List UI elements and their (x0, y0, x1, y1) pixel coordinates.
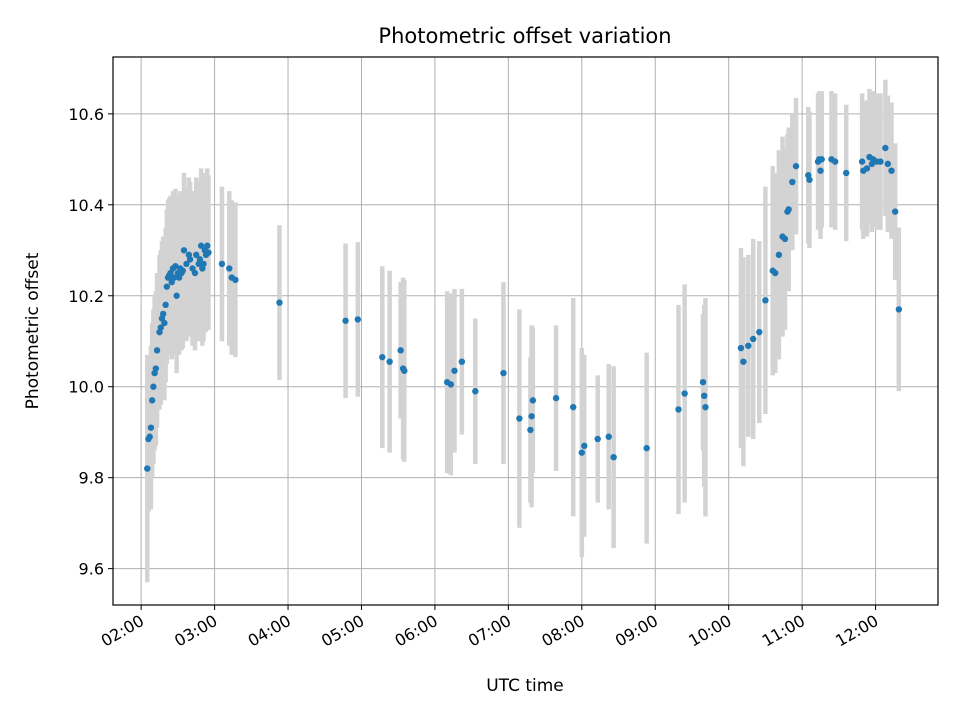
data-point (354, 316, 362, 323)
data-point (781, 235, 789, 243)
data-point (159, 310, 167, 318)
data-point (895, 306, 903, 313)
data-point (581, 442, 588, 450)
data-point (527, 426, 534, 434)
data-point (153, 347, 161, 354)
data-point (458, 358, 466, 365)
data-point (172, 262, 179, 270)
data-point (516, 415, 523, 422)
data-point (737, 344, 745, 352)
data-point (447, 381, 455, 388)
data-point (183, 260, 190, 268)
data-point (863, 165, 871, 172)
data-point (675, 406, 682, 413)
data-point (157, 324, 164, 331)
data-point (226, 265, 233, 272)
data-point (144, 465, 151, 472)
data-point (806, 176, 813, 183)
y-tick-label: 10.0 (68, 378, 104, 397)
data-point (891, 208, 899, 215)
data-point (171, 274, 178, 281)
data-point (570, 403, 577, 411)
data-point (193, 251, 200, 259)
data-point (146, 433, 153, 440)
data-point (472, 388, 479, 395)
data-point (792, 162, 800, 170)
data-point (643, 444, 650, 452)
data-point (745, 342, 752, 349)
data-point (342, 317, 349, 324)
data-point (500, 369, 507, 377)
data-point (858, 158, 866, 165)
data-point (701, 392, 708, 400)
y-tick-label: 9.8 (79, 469, 104, 488)
data-point (775, 251, 783, 259)
data-point (772, 269, 779, 277)
data-point (386, 358, 393, 365)
data-point (884, 160, 892, 168)
data-point (186, 256, 194, 263)
data-point (147, 424, 155, 431)
data-point (842, 169, 850, 177)
data-point (401, 367, 408, 374)
data-point (200, 260, 207, 268)
data-point (528, 413, 535, 420)
data-point (191, 269, 199, 277)
y-tick-label: 10.6 (68, 105, 104, 124)
data-point (817, 167, 824, 174)
data-point (681, 390, 688, 397)
data-point (150, 383, 157, 390)
data-point (594, 435, 601, 443)
data-point (397, 347, 404, 354)
data-point (749, 335, 757, 343)
data-point (605, 433, 612, 440)
data-point (197, 242, 205, 249)
data-point (877, 158, 884, 165)
data-point (762, 297, 769, 304)
data-point (789, 178, 796, 186)
y-tick-label: 9.6 (79, 560, 104, 579)
data-point (552, 394, 560, 402)
data-point (529, 397, 537, 404)
data-point (152, 365, 160, 372)
data-point (163, 283, 171, 290)
data-point (451, 367, 458, 374)
data-point (610, 453, 617, 461)
y-axis: 9.6 9.8 10.0 10.2 10.4 10.6 (68, 105, 113, 579)
data-point (740, 358, 747, 365)
plot-frame (112, 56, 939, 606)
data-point (204, 242, 211, 249)
data-point (179, 267, 186, 274)
x-axis-title: UTC time (486, 676, 564, 696)
data-point (578, 449, 586, 456)
data-point (180, 247, 188, 254)
y-tick-label: 10.4 (68, 196, 104, 215)
data-point (379, 353, 386, 361)
data-point (831, 158, 839, 165)
chart-title: Photometric offset variation (378, 24, 671, 48)
grid (113, 57, 938, 605)
data-point (218, 260, 226, 268)
data-point (148, 397, 156, 404)
data-point (205, 249, 212, 256)
y-axis-title: Photometric offset (23, 252, 43, 409)
y-tick-label: 10.2 (68, 287, 104, 306)
data-point (818, 156, 825, 163)
data-point (196, 256, 204, 263)
data-point (888, 167, 895, 174)
data-point (756, 328, 763, 336)
data-point (276, 299, 283, 306)
data-point (161, 319, 168, 327)
data-point (882, 144, 889, 152)
data-point (699, 378, 707, 386)
data-point (702, 403, 709, 411)
data-point (232, 276, 239, 284)
data-points (144, 144, 903, 472)
data-point (785, 206, 792, 213)
data-point (162, 301, 169, 309)
data-point (173, 292, 180, 299)
